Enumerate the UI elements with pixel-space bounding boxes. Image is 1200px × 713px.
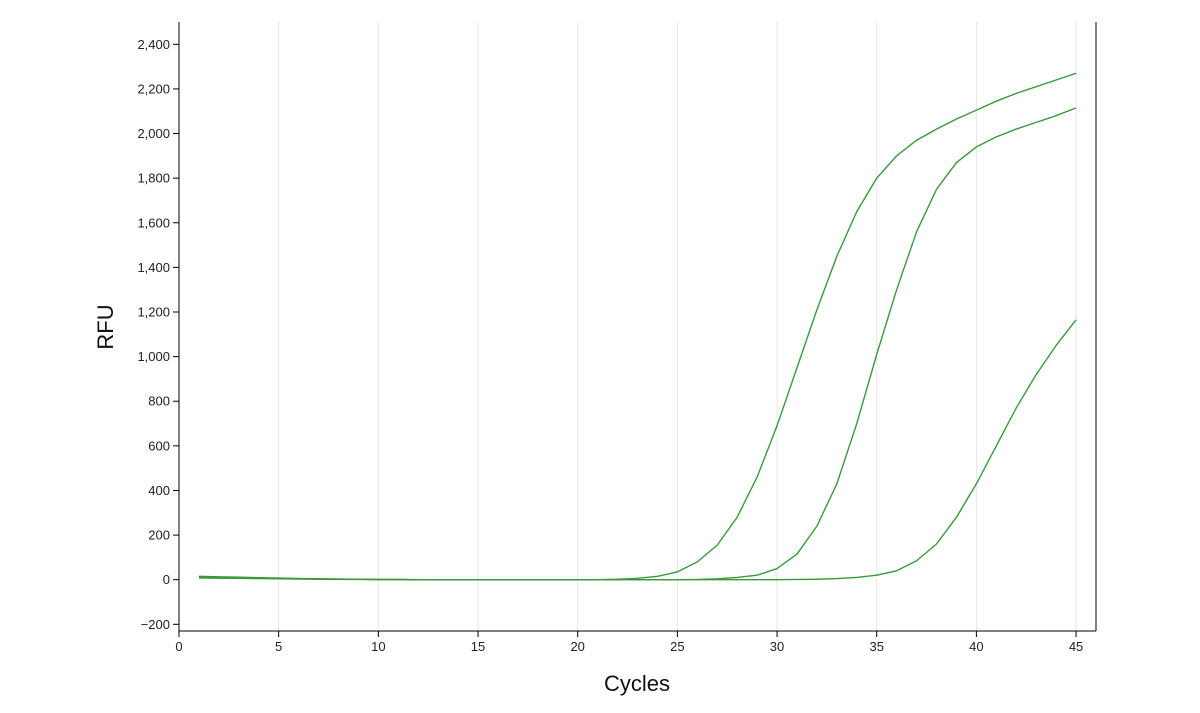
- y-tick-label: 1,000: [137, 349, 170, 364]
- x-ticks: 0 5 10 15 20 25 30 35 40 45: [175, 631, 1083, 654]
- x-tick-label: 25: [670, 639, 684, 654]
- x-tick-label: 10: [371, 639, 385, 654]
- y-tick-label: 600: [148, 438, 170, 453]
- y-tick-label: 200: [148, 528, 170, 543]
- y-tick-label: 800: [148, 394, 170, 409]
- y-tick-label: 2,400: [137, 37, 170, 52]
- gridlines: [278, 22, 1077, 631]
- series-lines: [198, 72, 1077, 581]
- y-tick-label: 400: [148, 483, 170, 498]
- y-tick-label: 1,200: [137, 305, 170, 320]
- series-line-1: [198, 72, 1077, 581]
- series-line-3: [198, 319, 1077, 581]
- x-tick-label: 0: [175, 639, 182, 654]
- x-tick-label: 35: [869, 639, 883, 654]
- x-tick-label: 40: [969, 639, 983, 654]
- x-axis-title: Cycles: [604, 671, 670, 696]
- y-tick-label: 1,600: [137, 215, 170, 230]
- x-tick-label: 15: [471, 639, 485, 654]
- y-tick-label: 2,200: [137, 81, 170, 96]
- x-tick-label: 45: [1069, 639, 1083, 654]
- y-tick-label: 1,400: [137, 260, 170, 275]
- axes: [178, 22, 1097, 632]
- y-tick-label: 1,800: [137, 171, 170, 186]
- series-line-2: [198, 107, 1077, 581]
- y-tick-label: 0: [163, 572, 170, 587]
- x-tick-label: 5: [275, 639, 282, 654]
- y-tick-label: −200: [141, 617, 170, 632]
- x-tick-label: 30: [770, 639, 784, 654]
- y-tick-label: 2,000: [137, 126, 170, 141]
- y-axis-title: RFU: [93, 304, 118, 349]
- x-tick-label: 20: [570, 639, 584, 654]
- y-ticks: −200 0 200 400 600 800 1,000 1,200 1,400 1,600 1,8…: [137, 37, 179, 632]
